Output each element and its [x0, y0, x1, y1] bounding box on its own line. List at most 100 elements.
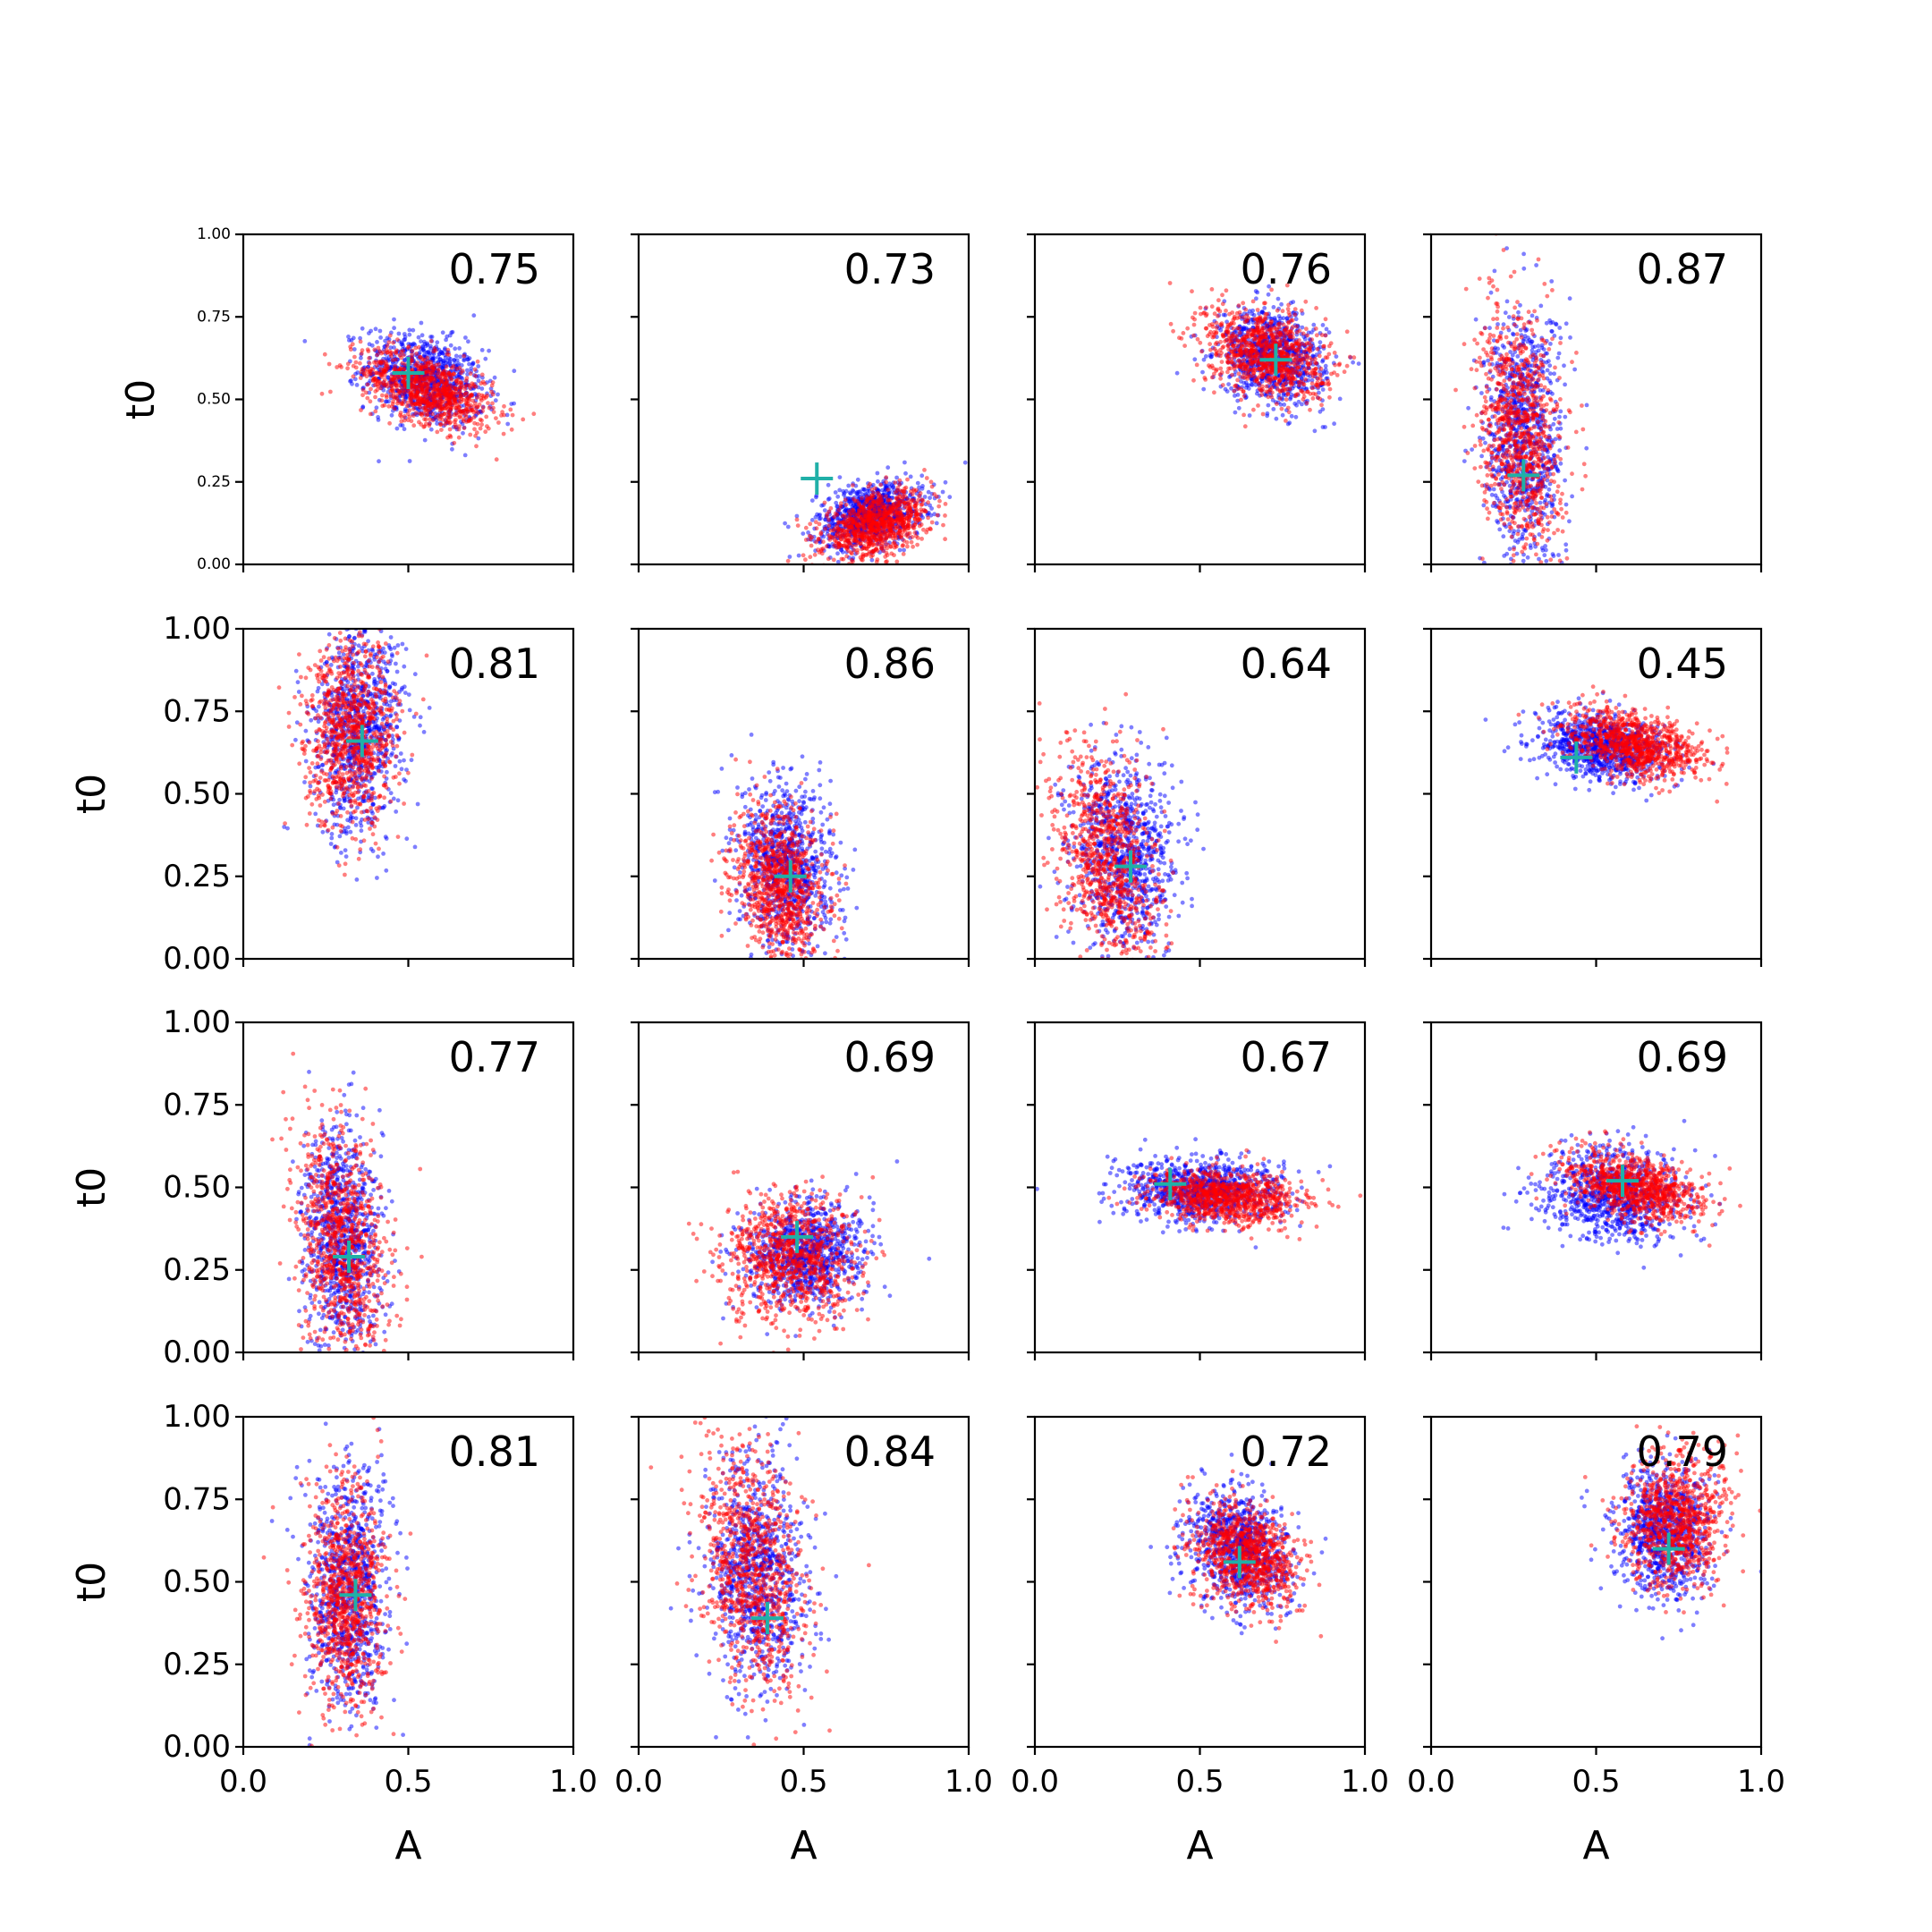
blue-point — [1229, 386, 1233, 391]
red-point — [860, 508, 865, 513]
red-point — [1260, 411, 1266, 417]
red-point — [812, 552, 818, 557]
red-point — [840, 530, 845, 536]
red-point — [907, 504, 911, 509]
red-point — [1218, 366, 1224, 371]
blue-point — [469, 366, 474, 371]
red-point — [934, 494, 939, 499]
red-point — [480, 409, 485, 413]
red-point — [501, 431, 506, 436]
red-point — [373, 389, 378, 394]
blue-point — [903, 470, 908, 476]
blue-point — [1241, 325, 1246, 330]
blue-point — [359, 355, 363, 360]
red-point — [883, 514, 887, 520]
red-point — [478, 426, 483, 431]
blue-point — [1241, 380, 1247, 386]
red-point — [869, 538, 873, 543]
red-point — [425, 403, 430, 409]
red-point — [877, 527, 882, 531]
red-point — [887, 511, 892, 516]
red-point — [872, 513, 877, 518]
red-point — [448, 435, 453, 439]
red-point — [453, 386, 459, 392]
blue-point — [787, 555, 792, 559]
red-point — [1167, 281, 1173, 285]
red-point — [1251, 407, 1256, 412]
red-point — [440, 371, 445, 377]
red-point — [386, 403, 392, 409]
red-point — [417, 402, 422, 407]
blue-point — [446, 355, 452, 360]
red-point — [886, 506, 892, 512]
red-point — [429, 365, 435, 370]
red-point — [360, 393, 365, 398]
red-point — [486, 426, 491, 431]
blue-point — [926, 489, 931, 495]
blue-point — [444, 337, 448, 343]
blue-point — [512, 369, 517, 374]
red-point — [1286, 410, 1292, 415]
red-point — [531, 411, 537, 417]
blue-point — [367, 331, 371, 335]
red-point — [490, 401, 495, 406]
red-point — [841, 556, 846, 562]
blue-point — [940, 489, 945, 495]
red-point — [890, 518, 895, 523]
red-point — [491, 405, 496, 411]
red-point — [916, 497, 921, 503]
red-point — [1216, 314, 1220, 318]
red-point — [814, 539, 818, 545]
red-point — [1299, 342, 1304, 346]
blue-point — [1287, 420, 1292, 426]
red-point — [830, 536, 835, 540]
red-point — [372, 347, 377, 352]
red-point — [407, 408, 412, 413]
blue-point — [377, 459, 381, 464]
blue-point — [496, 392, 500, 397]
blue-point — [492, 375, 497, 380]
red-point — [828, 528, 834, 533]
red-point — [1234, 343, 1239, 348]
red-point — [448, 406, 453, 411]
blue-point — [902, 460, 907, 465]
blue-point — [1276, 314, 1282, 318]
points-3 — [1167, 281, 1361, 434]
red-point — [409, 399, 413, 403]
red-point — [912, 530, 918, 536]
red-point — [390, 386, 395, 392]
red-point — [835, 528, 841, 533]
red-point — [468, 432, 473, 437]
red-point — [358, 339, 363, 344]
blue-point — [1235, 398, 1241, 403]
blue-point — [1255, 290, 1260, 295]
blue-point — [813, 514, 818, 520]
blue-point — [1266, 292, 1271, 297]
red-point — [419, 396, 424, 401]
blue-point — [1279, 301, 1284, 307]
red-point — [387, 333, 393, 338]
blue-point — [452, 358, 457, 362]
red-point — [896, 503, 901, 508]
red-point — [397, 352, 402, 358]
red-point — [432, 346, 437, 351]
red-point — [472, 367, 478, 372]
blue-point — [1236, 405, 1241, 411]
red-point — [881, 548, 886, 553]
red-point — [484, 414, 489, 419]
red-point — [476, 392, 481, 397]
red-point — [1314, 333, 1319, 338]
red-point — [1199, 349, 1204, 354]
red-point — [382, 377, 387, 383]
red-point — [385, 343, 390, 349]
red-point — [840, 513, 845, 519]
red-point — [843, 497, 848, 503]
red-point — [359, 369, 364, 375]
red-point — [409, 419, 414, 424]
blue-point — [476, 364, 481, 369]
red-point — [835, 532, 839, 537]
blue-point — [929, 506, 934, 511]
blue-point — [389, 412, 394, 418]
blue-point — [1251, 313, 1257, 318]
red-point — [394, 383, 399, 388]
